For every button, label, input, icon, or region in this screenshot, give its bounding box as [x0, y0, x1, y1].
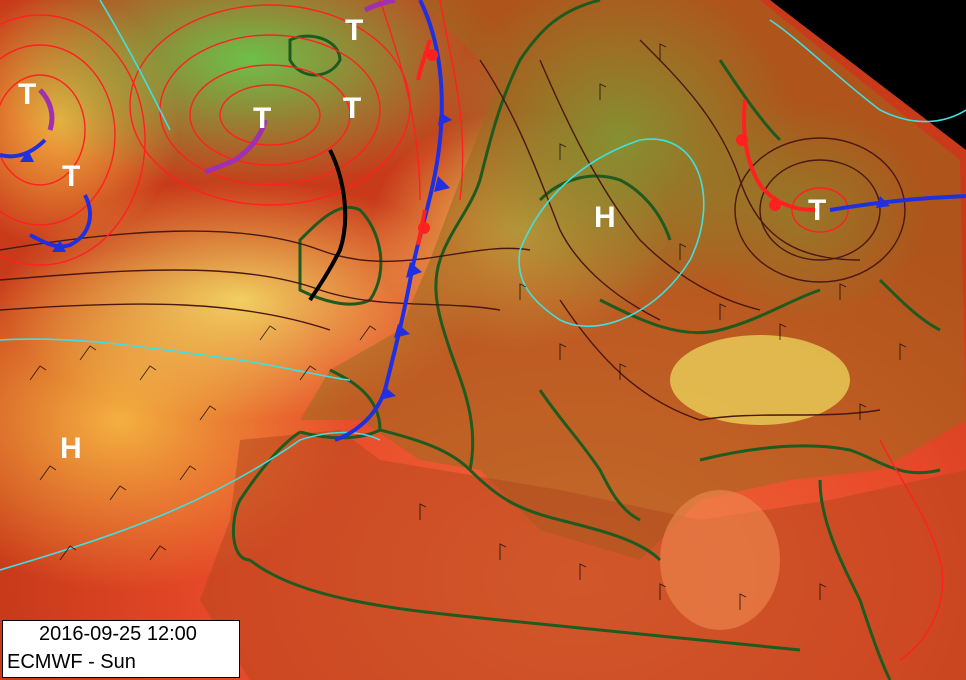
low-pressure-label: T — [808, 194, 826, 227]
trough-line — [308, 149, 348, 302]
high-pressure-label: H — [594, 201, 616, 234]
pressure-center-labels: T T T T T T H H — [18, 14, 826, 465]
coastlines — [231, 0, 941, 680]
warm-front-bumps — [418, 49, 781, 234]
low-pressure-label: T — [18, 78, 36, 111]
low-pressure-label: T — [345, 14, 363, 47]
model-label: ECMWF - Sun — [7, 651, 136, 673]
low-pressure-label: T — [343, 92, 361, 125]
occlusion-fronts — [38, 0, 396, 175]
isobars — [0, 39, 906, 421]
low-pressure-label: T — [62, 160, 80, 193]
valid-time: 2016-09-25 12:00 — [39, 623, 197, 645]
low-pressure-label: T — [253, 102, 271, 135]
no-data-area — [770, 0, 966, 150]
cold-front-barbs — [20, 112, 890, 400]
timestamp-box: 2016-09-25 12:00 ECMWF - Sun — [2, 620, 240, 678]
high-pressure-label: H — [60, 432, 82, 465]
africa-landmass — [200, 430, 966, 680]
wind-barbs — [29, 43, 907, 610]
isotherms — [0, 0, 944, 661]
